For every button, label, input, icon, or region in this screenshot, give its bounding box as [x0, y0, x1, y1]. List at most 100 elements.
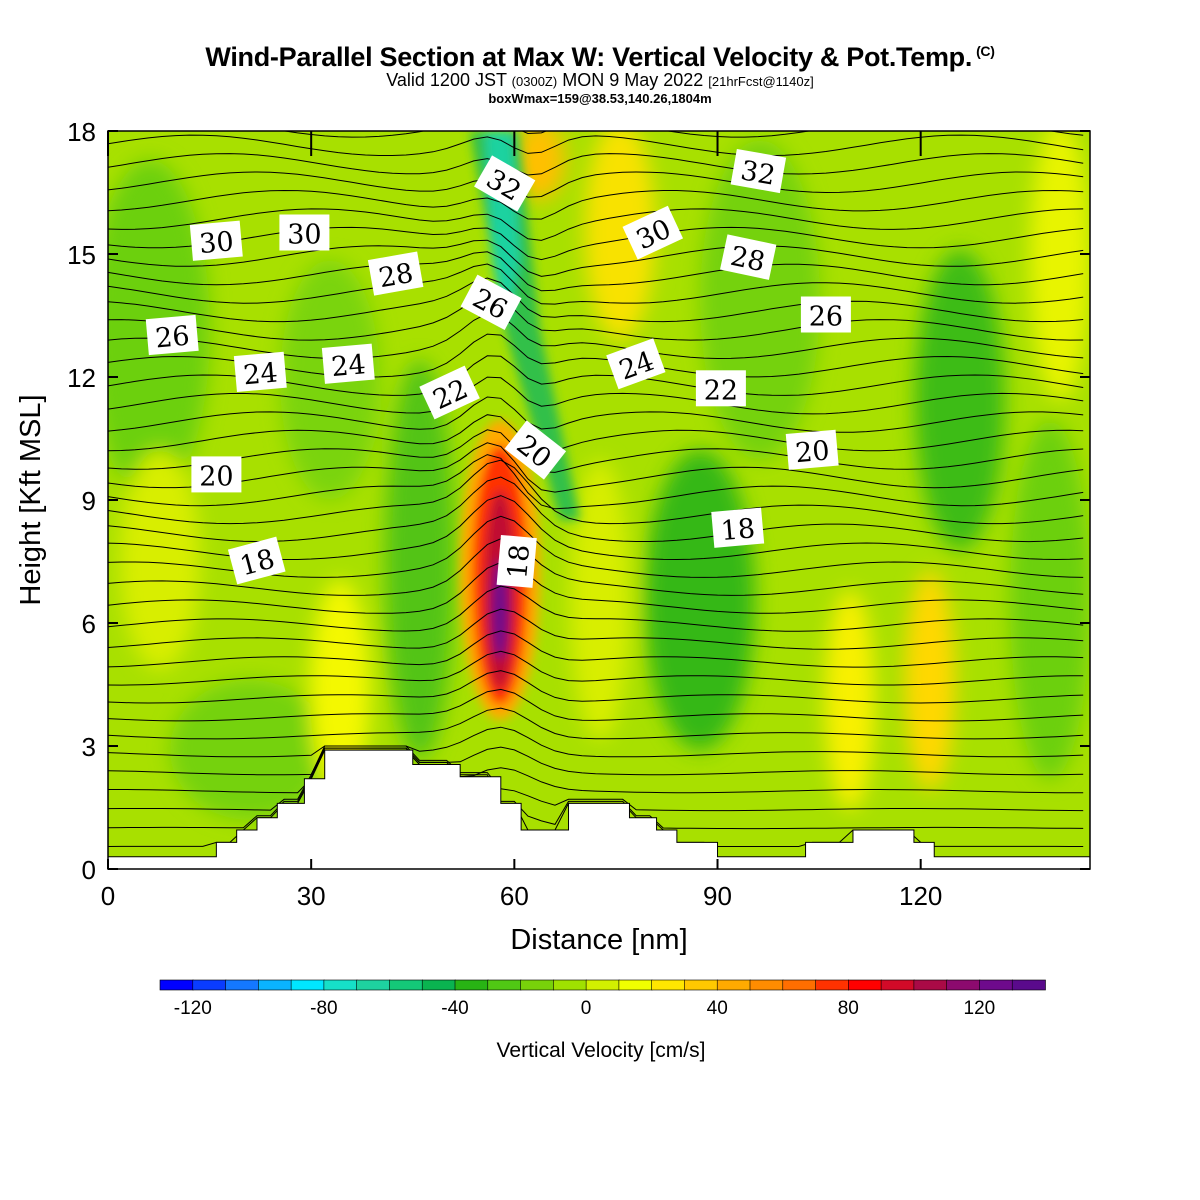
theta-isentrope: [108, 688, 1084, 722]
theta-isentrope: [108, 749, 1084, 794]
theta-label: 20: [191, 456, 242, 493]
theta-isentrope: [108, 376, 1084, 415]
theta-label-box: [800, 296, 851, 333]
vv-region: [385, 360, 455, 760]
colorbar-tick-label: 40: [707, 998, 728, 1019]
theta-label-box: [720, 234, 777, 280]
theta-label-box: [367, 251, 424, 296]
theta-isentrope: [108, 396, 1084, 433]
colorbar-swatch: [651, 979, 686, 991]
theta-isentrope: [108, 538, 1084, 596]
colorbar-swatch: [848, 979, 882, 991]
colorbar-swatch: [454, 979, 489, 991]
theta-label-box: [189, 220, 243, 261]
x-tick-label: 0: [101, 881, 115, 911]
colorbar-title: Vertical Velocity [cm/s]: [497, 1039, 706, 1062]
colorbar-swatch: [553, 979, 587, 991]
y-tick-label: 0: [82, 855, 96, 885]
theta-label: 26: [145, 314, 199, 356]
theta-label-text: 24: [330, 349, 367, 383]
chart-subtitle: Valid 1200 JST (0300Z) MON 9 May 2022 [2…: [0, 70, 1200, 91]
theta-label: 22: [419, 365, 480, 420]
theta-label-box: [191, 456, 242, 493]
y-tick-label: 15: [67, 240, 96, 270]
vv-region: [585, 131, 655, 340]
x-tick-label: 120: [899, 881, 942, 911]
theta-isentrope: [108, 746, 1084, 776]
theta-label: 18: [496, 534, 537, 588]
theta-isentrope: [108, 208, 1084, 241]
colorbar-swatch: [684, 979, 719, 991]
theta-isentrope: [108, 293, 1084, 341]
theta-label-box: [730, 148, 787, 194]
theta-label-box: [622, 205, 684, 260]
y-tick-label: 9: [82, 486, 96, 516]
valid-prefix: Valid 1200 JST: [386, 70, 507, 90]
theta-isentrope: [108, 585, 1084, 632]
y-axis: 0 3 6 9 12 15 18: [67, 117, 1090, 885]
theta-isentrope: [108, 312, 1084, 360]
colorbar-swatch: [323, 979, 358, 991]
y-tick-label: 18: [67, 117, 96, 147]
theta-label-text: 20: [199, 461, 233, 492]
theta-label-box: [227, 536, 286, 585]
colorbar-swatch: [192, 979, 227, 991]
theta-label-text: 26: [809, 302, 843, 333]
vv-region: [1030, 131, 1090, 400]
theta-isentrope: [108, 650, 1084, 686]
theta-label-text: 22: [704, 375, 738, 406]
colorbar-swatch: [880, 979, 915, 991]
theta-label-text: 24: [242, 357, 279, 391]
x-axis-label: Distance [nm]: [510, 924, 687, 956]
theta-isentrope: [108, 171, 1084, 198]
theta-label-box: [695, 370, 746, 407]
theta-label: 30: [279, 214, 330, 251]
theta-label: 24: [233, 351, 287, 393]
y-tick-label: 12: [67, 363, 96, 393]
theta-label-box: [504, 420, 567, 480]
theta-label: 30: [189, 220, 243, 261]
theta-label-text: 28: [376, 258, 415, 294]
theta-isentrope: [108, 251, 1084, 292]
theta-label-text: 20: [794, 435, 831, 469]
theta-isentrope: [108, 459, 1084, 525]
theta-label: 28: [367, 251, 424, 296]
y-axis-label: Height [Kft MSL]: [15, 394, 47, 605]
theta-isentrope: [108, 608, 1084, 650]
colorbar-swatch: [618, 979, 653, 991]
theta-label-box: [785, 429, 839, 470]
colorbar-swatch: [716, 979, 751, 991]
theta-isentrope: [108, 189, 1084, 220]
colorbar-swatch: [1011, 979, 1046, 991]
theta-label-box: [321, 343, 375, 384]
vv-region: [170, 680, 330, 820]
theta-label-box: [460, 274, 522, 330]
theta-label-text: 28: [728, 241, 768, 278]
vv-region: [905, 570, 955, 790]
vv-region: [310, 580, 370, 800]
theta-label: 24: [321, 343, 375, 384]
colorbar-tick-label: 0: [581, 998, 592, 1019]
theta-isentrope: [108, 429, 1084, 473]
colorbar: -120 -80 -40 0 40 80 120: [159, 979, 1046, 1019]
colorbar-tick-label: 80: [838, 998, 859, 1019]
theta-label-box: [233, 351, 287, 393]
vv-region: [825, 590, 875, 810]
theta-label-box: [419, 365, 480, 420]
y-tick-label: 6: [82, 609, 96, 639]
colorbar-swatch: [421, 979, 456, 991]
theta-label-text: 18: [719, 513, 756, 547]
colorbar-swatch: [487, 979, 522, 991]
theta-label-box: [606, 338, 666, 390]
theta-isentrope: [108, 263, 1084, 305]
x-tick-label: 30: [297, 881, 326, 911]
theta-isentrope: [108, 277, 1084, 323]
colorbar-swatch: [225, 979, 260, 991]
theta-label-box: [279, 214, 330, 251]
theta-label-box: [474, 155, 536, 212]
theta-label: 18: [227, 536, 286, 585]
theta-isentrope: [108, 414, 1084, 452]
theta-isentrope: [108, 630, 1084, 668]
colorbar-swatch: [520, 979, 555, 991]
